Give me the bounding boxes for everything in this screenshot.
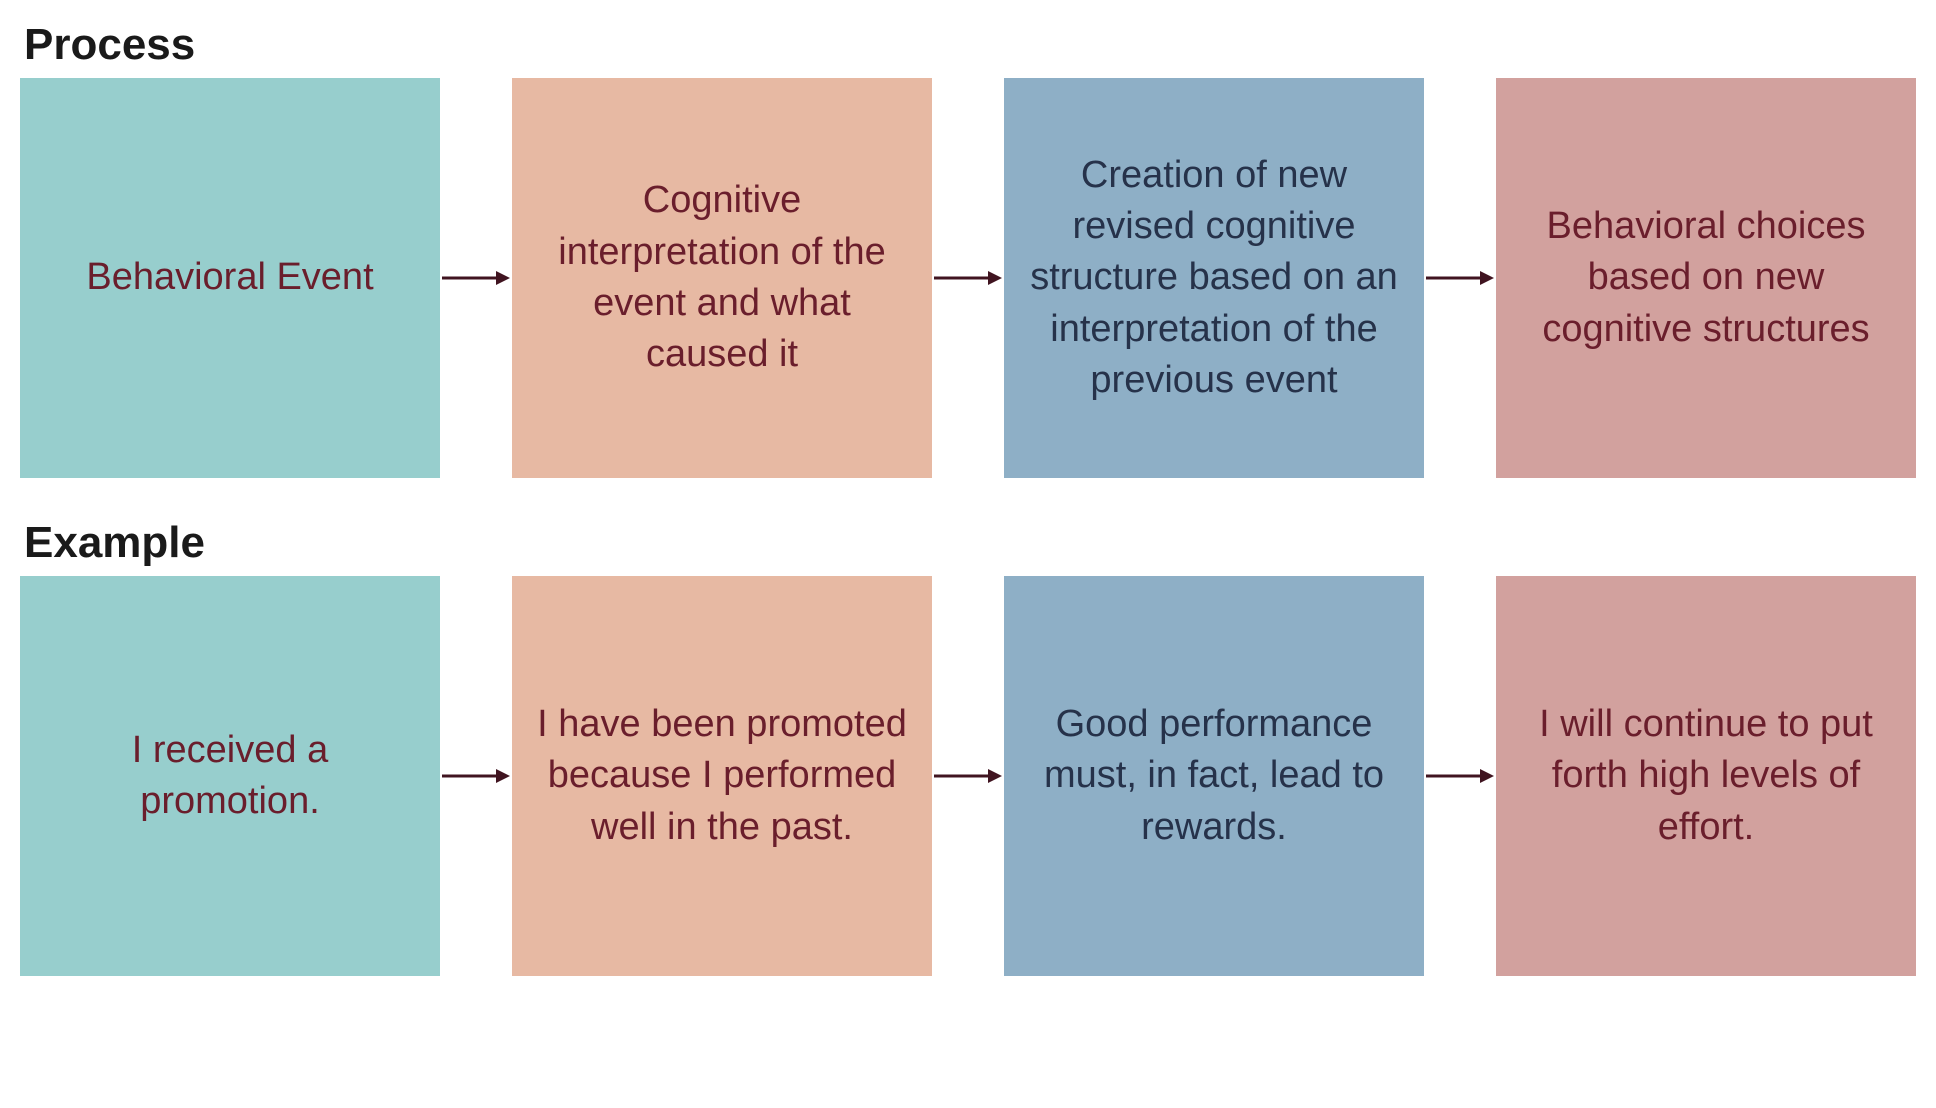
section-label: Example (24, 518, 1916, 568)
flow-box: Creation of new revised cognitive struct… (1004, 78, 1424, 478)
flow-row: I received a promotion. I have been prom… (20, 576, 1916, 976)
arrow-icon (1424, 764, 1496, 788)
arrow-icon (932, 266, 1004, 290)
arrow-icon (440, 764, 512, 788)
flow-box: I will continue to put forth high levels… (1496, 576, 1916, 976)
section-label: Process (24, 20, 1916, 70)
arrow-icon (440, 266, 512, 290)
flow-box: Good performance must, in fact, lead to … (1004, 576, 1424, 976)
flow-box: Behavioral choices based on new cognitiv… (1496, 78, 1916, 478)
flow-box: Behavioral Event (20, 78, 440, 478)
arrow-icon (1424, 266, 1496, 290)
flow-box: I received a promotion. (20, 576, 440, 976)
flow-box: I have been promoted because I performed… (512, 576, 932, 976)
flow-box: Cognitive interpretation of the event an… (512, 78, 932, 478)
arrow-icon (932, 764, 1004, 788)
diagram-root: Process Behavioral Event Cognitive interp… (20, 20, 1916, 976)
flow-row: Behavioral Event Cognitive interpretatio… (20, 78, 1916, 478)
